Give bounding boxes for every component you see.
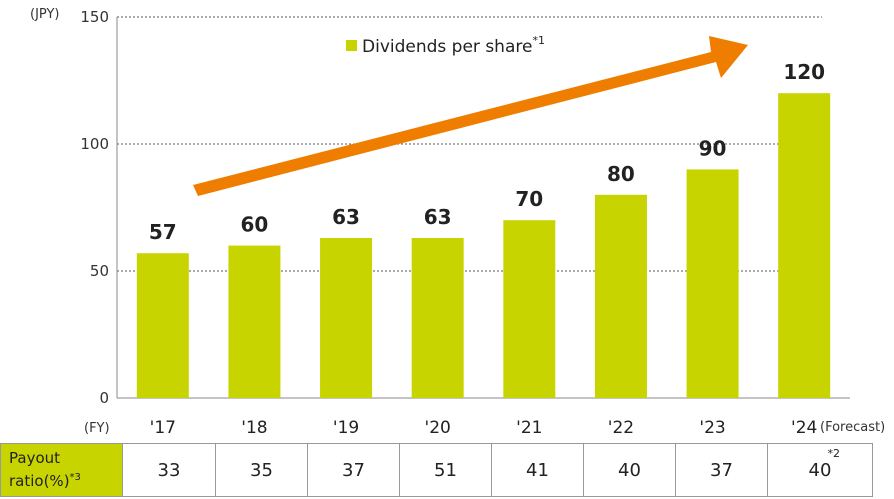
x-category-label: '21 (516, 418, 542, 438)
legend-label: Dividends per share*1 (362, 34, 545, 57)
payout-ratio-header: Payout ratio(%)*3 (0, 443, 123, 497)
payout-cell: 51 (399, 443, 492, 497)
x-category-label: '18 (241, 418, 267, 438)
bar-value-label: 90 (699, 136, 727, 160)
payout-cell: 41 (491, 443, 584, 497)
dividend-chart: 0 50 100 150 (JPY) (FY) 57 60 63 63 70 80 90 120 '… (30, 7, 885, 438)
payout-cell: 35 (215, 443, 308, 497)
bar (228, 245, 281, 398)
bar-value-label: 120 (783, 60, 825, 84)
x-unit-label: (FY) (84, 421, 110, 436)
y-axis-ticks: 0 50 100 150 (80, 8, 109, 407)
legend: Dividends per share*1 (346, 34, 545, 57)
payout-ratio-table: Payout ratio(%)*3 33 35 37 51 41 40 37 4… (0, 443, 873, 497)
x-category-label: '20 (425, 418, 451, 438)
bar (594, 194, 647, 398)
payout-label-line1: Payout (9, 449, 61, 467)
category-note: (Forecast) (820, 420, 885, 435)
payout-label-line2: ratio(%) (9, 472, 70, 490)
value-labels: 57 60 63 63 70 80 90 120 (149, 60, 825, 244)
bar (686, 169, 739, 398)
bars (136, 93, 831, 398)
x-category-label: '23 (699, 418, 725, 438)
y-tick-label: 150 (80, 8, 109, 26)
bar-value-label: 60 (241, 213, 269, 237)
y-tick-label: 100 (80, 135, 109, 153)
table-row: Payout ratio(%)*3 33 35 37 51 41 40 37 4… (0, 443, 873, 497)
category-labels: '17 '18 '19 '20 '21 '22 '23 '24 (150, 418, 818, 438)
legend-swatch (346, 40, 357, 51)
bar (778, 93, 831, 398)
payout-last-sup: *2 (827, 447, 841, 460)
x-category-label: '17 (150, 418, 176, 438)
bar (503, 220, 556, 398)
payout-last-value: 40 (808, 459, 832, 481)
bar-value-label: 70 (515, 187, 543, 211)
x-category-label: '22 (608, 418, 634, 438)
x-category-label: '19 (333, 418, 359, 438)
payout-cell: 33 (122, 443, 216, 497)
payout-cell-last: 40 *2 (767, 443, 873, 497)
trend-arrow (193, 36, 748, 196)
bar-value-label: 57 (149, 220, 177, 244)
y-tick-label: 0 (99, 389, 109, 407)
bar-value-label: 80 (607, 162, 635, 186)
y-tick-label: 50 (90, 262, 109, 280)
bar-value-label: 63 (332, 205, 360, 229)
payout-label-sup: *3 (69, 472, 81, 483)
y-unit-label: (JPY) (30, 7, 59, 22)
x-category-label: '24 (791, 418, 817, 438)
bar (320, 237, 373, 398)
payout-cell: 37 (307, 443, 400, 497)
payout-cell: 40 (583, 443, 676, 497)
payout-cell: 37 (675, 443, 768, 497)
bar (136, 253, 189, 398)
bar-value-label: 63 (424, 205, 452, 229)
bar (411, 237, 464, 398)
